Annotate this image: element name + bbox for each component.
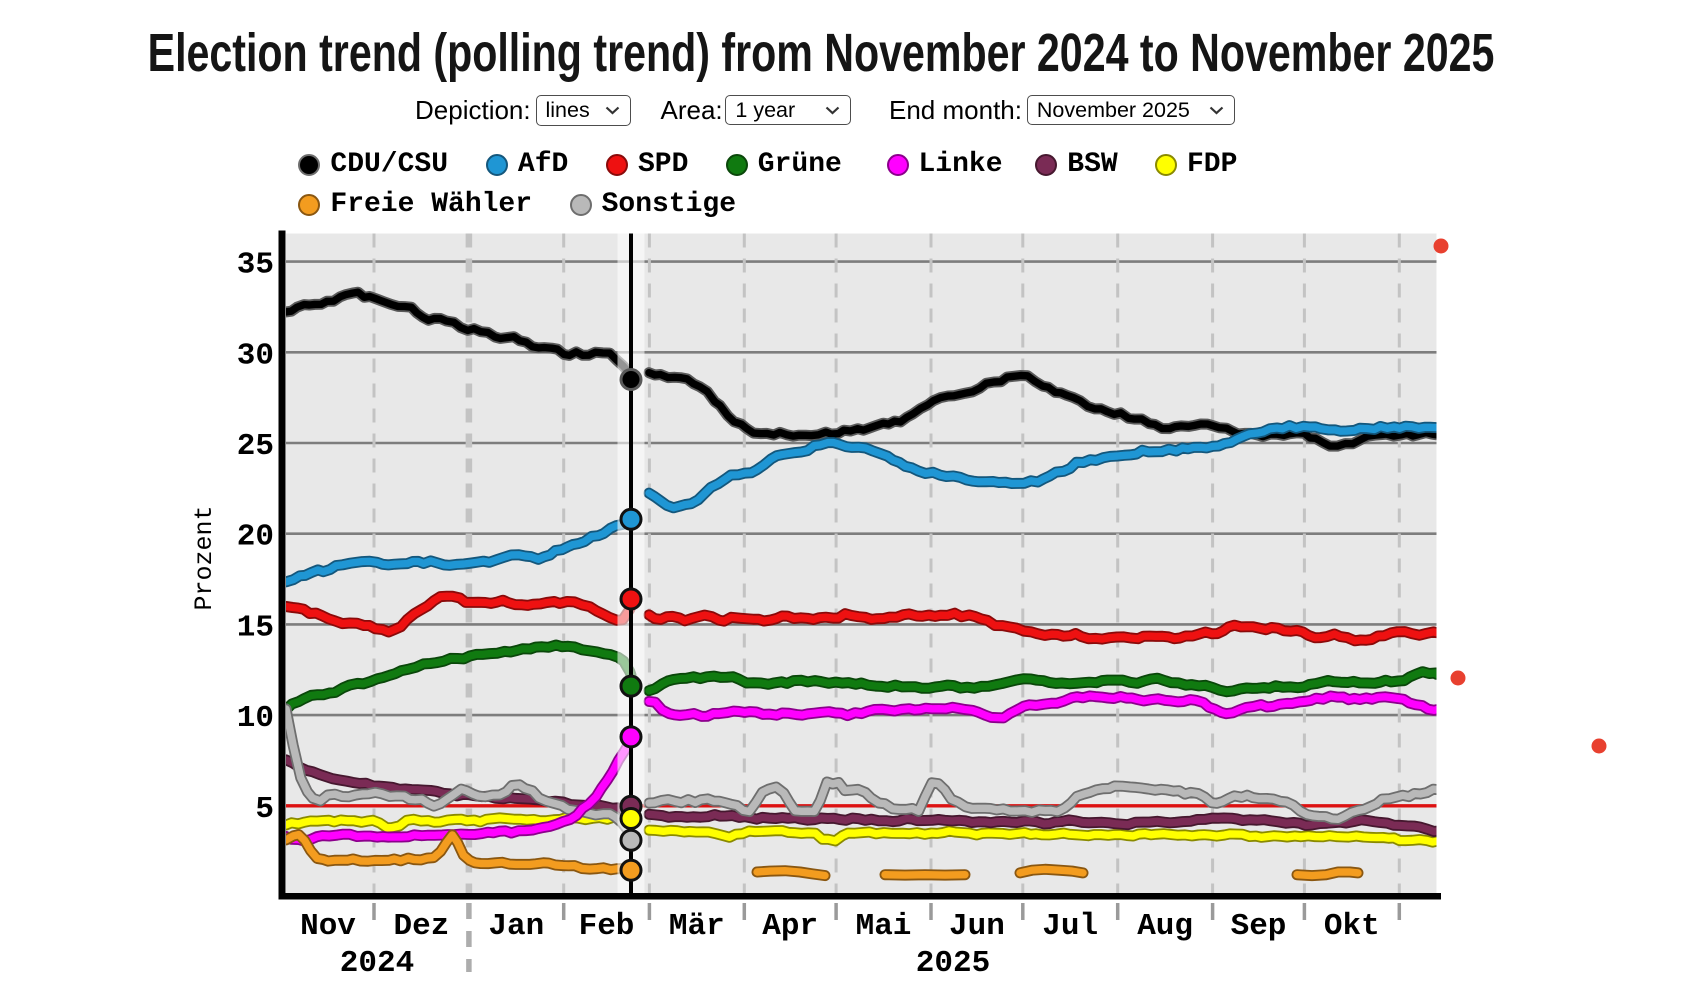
svg-text:Aug: Aug	[1137, 909, 1193, 944]
svg-text:Jan: Jan	[488, 909, 544, 944]
svg-text:Mai: Mai	[856, 909, 912, 944]
svg-text:2024: 2024	[340, 946, 414, 981]
svg-text:35: 35	[237, 248, 274, 283]
svg-text:Jul: Jul	[1042, 909, 1098, 944]
svg-text:Prozent: Prozent	[190, 505, 219, 610]
svg-text:2025: 2025	[916, 946, 990, 981]
svg-text:Okt: Okt	[1324, 909, 1380, 944]
svg-text:Nov: Nov	[300, 909, 356, 944]
svg-text:25: 25	[237, 429, 274, 464]
svg-text:Jun: Jun	[949, 909, 1005, 944]
svg-text:10: 10	[237, 701, 274, 736]
svg-text:30: 30	[237, 338, 274, 373]
svg-text:Mär: Mär	[669, 909, 725, 944]
svg-text:Apr: Apr	[762, 909, 818, 944]
svg-text:Dez: Dez	[393, 909, 449, 944]
svg-text:Sep: Sep	[1231, 909, 1287, 944]
svg-text:Feb: Feb	[579, 909, 635, 944]
svg-text:15: 15	[237, 610, 274, 645]
svg-text:5: 5	[255, 792, 274, 827]
svg-text:20: 20	[237, 520, 274, 555]
